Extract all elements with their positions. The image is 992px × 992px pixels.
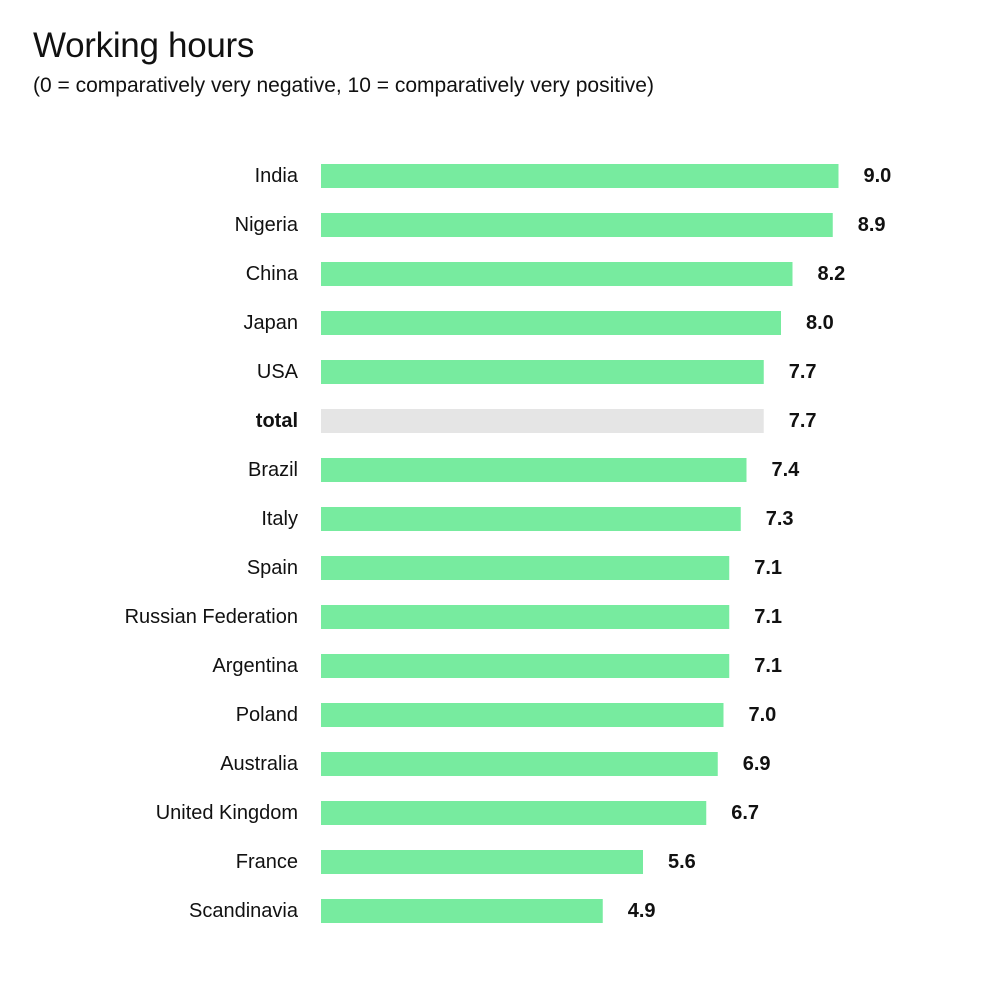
value-label: 7.1 [754, 606, 782, 628]
value-label: 8.2 [818, 263, 846, 285]
bar [321, 213, 833, 237]
bar [321, 458, 747, 482]
category-label: total [256, 410, 298, 432]
category-label: Spain [247, 557, 298, 579]
value-label: 7.1 [754, 557, 782, 579]
chart-subtitle: (0 = comparatively very negative, 10 = c… [33, 74, 654, 97]
bar [321, 703, 724, 727]
value-label: 4.9 [628, 900, 656, 922]
category-label: Nigeria [235, 214, 299, 236]
bar [321, 311, 781, 335]
value-label: 9.0 [864, 165, 892, 187]
bar-row-australia: Australia 6.9 [220, 752, 771, 776]
value-label: 8.0 [806, 312, 834, 334]
value-label: 8.9 [858, 214, 886, 236]
value-label: 6.9 [743, 753, 771, 775]
category-label: Poland [236, 704, 298, 726]
bar-row-total: total 7.7 [256, 409, 817, 433]
category-label: Japan [244, 312, 299, 334]
category-label: France [236, 851, 298, 873]
bar-row-france: France 5.6 [236, 850, 696, 874]
category-label: USA [257, 361, 299, 383]
bar-row-spain: Spain 7.1 [247, 556, 782, 580]
bar [321, 850, 643, 874]
bar-row-usa: USA 7.7 [257, 360, 817, 384]
bar-row-united-kingdom: United Kingdom 6.7 [156, 801, 759, 825]
bar-row-brazil: Brazil 7.4 [248, 458, 800, 482]
category-label: India [255, 165, 299, 187]
bars-layer: India 9.0 Nigeria 8.9 China 8.2 Japan 8.0 USA 7.7… [125, 164, 892, 923]
bar [321, 164, 839, 188]
value-label: 7.7 [789, 361, 817, 383]
value-label: 5.6 [668, 851, 696, 873]
bar [321, 556, 730, 580]
bar-row-poland: Poland 7.0 [236, 703, 777, 727]
bar [321, 654, 730, 678]
category-label: China [246, 263, 299, 285]
category-label: Australia [220, 753, 299, 775]
bar-row-japan: Japan 8.0 [244, 311, 834, 335]
category-label: Russian Federation [125, 606, 298, 628]
bar-row-china: China 8.2 [246, 262, 846, 286]
bar-row-india: India 9.0 [255, 164, 892, 188]
category-label: United Kingdom [156, 802, 298, 824]
value-label: 6.7 [731, 802, 759, 824]
chart-title: Working hours [33, 26, 255, 65]
value-label: 7.0 [749, 704, 777, 726]
category-label: Scandinavia [189, 900, 299, 922]
category-label: Italy [261, 508, 298, 530]
value-label: 7.4 [772, 459, 801, 481]
bar [321, 360, 764, 384]
value-label: 7.7 [789, 410, 817, 432]
category-label: Argentina [212, 655, 298, 677]
value-label: 7.3 [766, 508, 794, 530]
bar-row-russian-federation: Russian Federation 7.1 [125, 605, 782, 629]
bar-row-italy: Italy 7.3 [261, 507, 794, 531]
category-label: Brazil [248, 459, 298, 481]
bar [321, 899, 603, 923]
bar [321, 262, 793, 286]
bar [321, 801, 707, 825]
bar-row-nigeria: Nigeria 8.9 [235, 213, 886, 237]
value-label: 7.1 [754, 655, 782, 677]
bar [321, 507, 741, 531]
bar [321, 605, 730, 629]
bar-row-argentina: Argentina 7.1 [212, 654, 782, 678]
bar [321, 752, 718, 776]
bar-total [321, 409, 764, 433]
bar-row-scandinavia: Scandinavia 4.9 [189, 899, 656, 923]
